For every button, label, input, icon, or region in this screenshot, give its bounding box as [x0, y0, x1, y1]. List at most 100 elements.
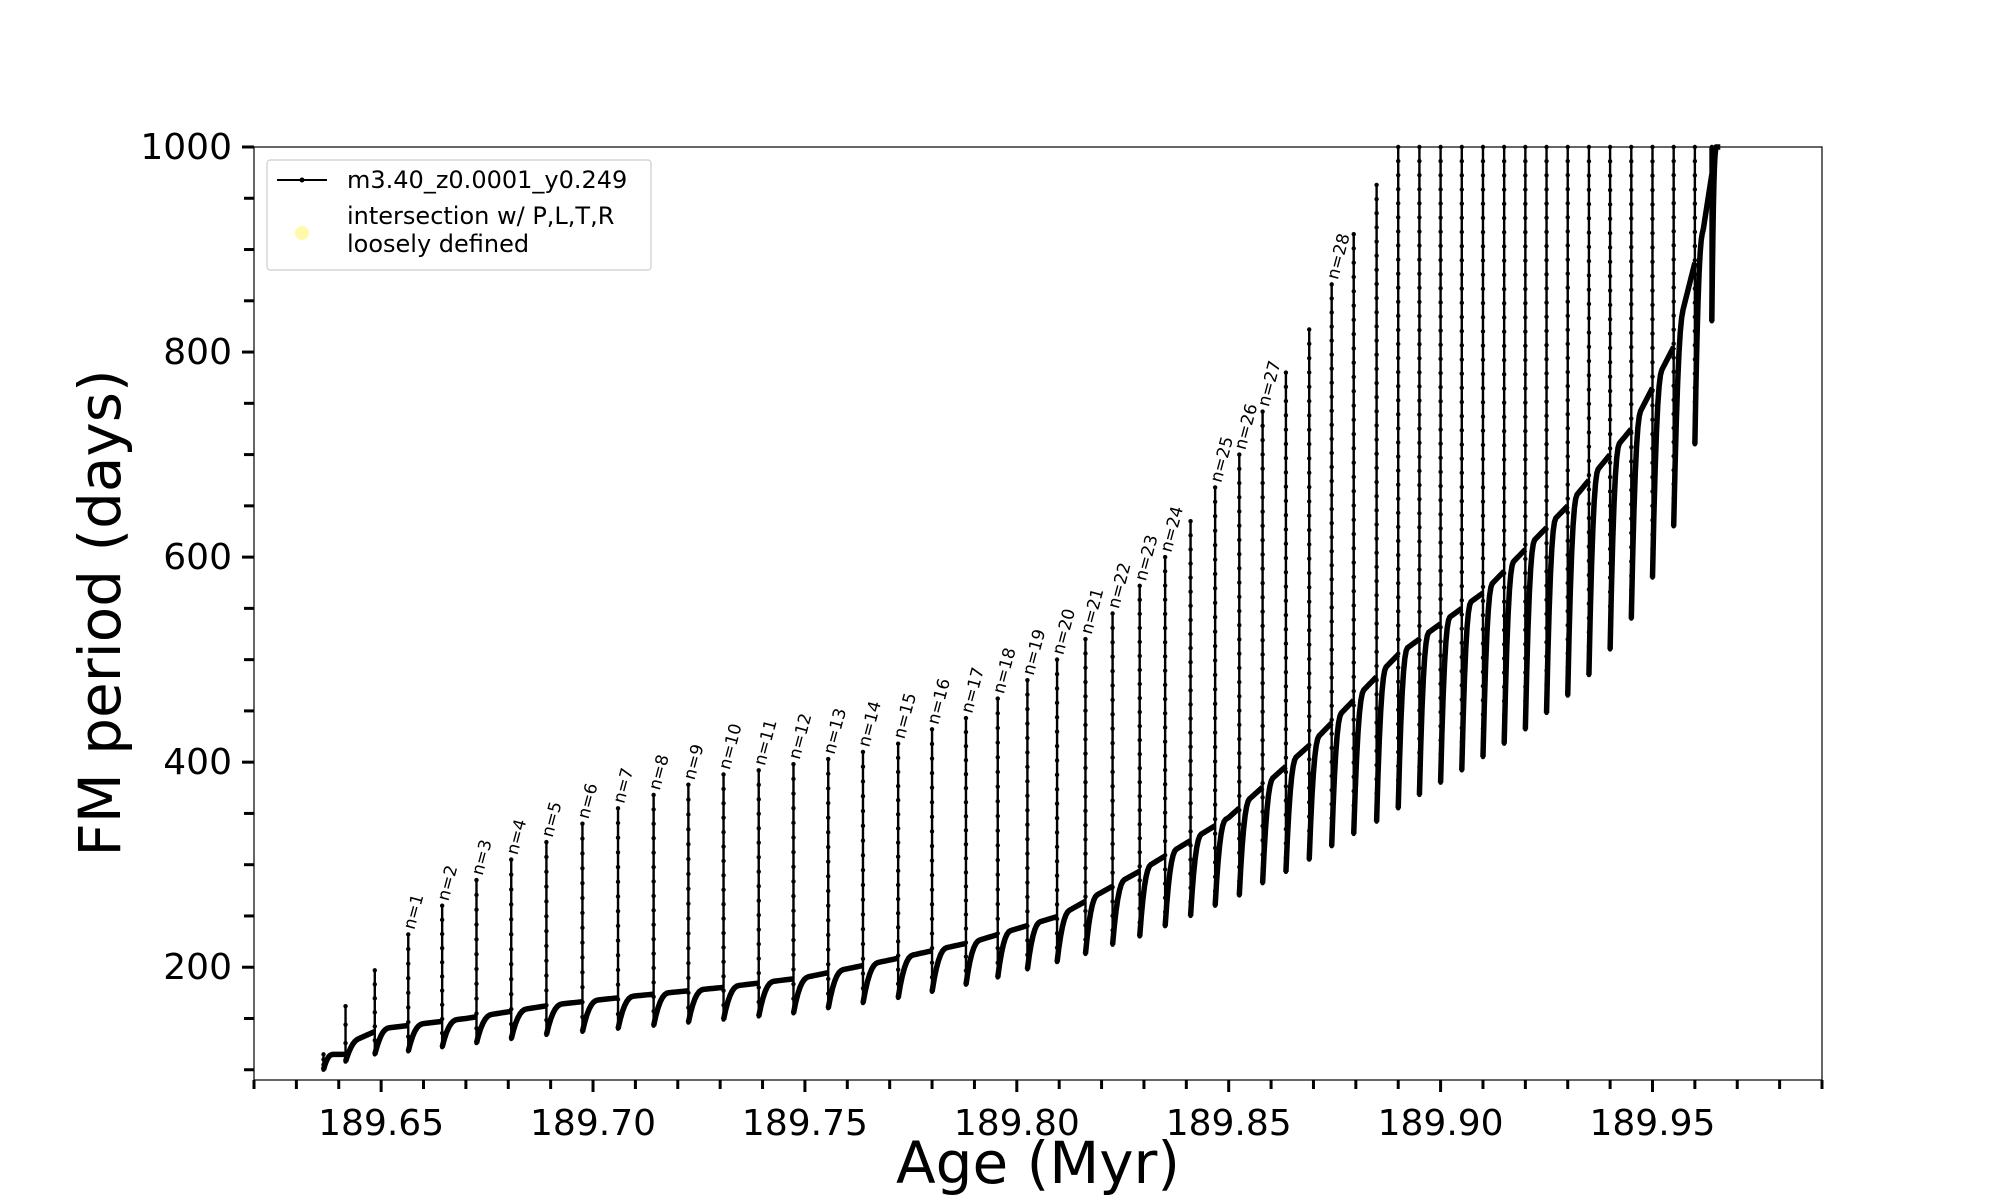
spike-point: [1307, 671, 1311, 675]
spike-point: [1352, 660, 1356, 664]
spike-point: [1481, 258, 1485, 262]
spike-point: [1608, 174, 1612, 178]
spike-point: [1188, 716, 1192, 720]
spike-point: [964, 814, 968, 818]
y-tick-label: 1000: [140, 127, 232, 168]
spike-point: [1188, 519, 1192, 523]
spike-point: [1110, 899, 1114, 903]
spike-point: [996, 770, 1000, 774]
spike-point: [1329, 324, 1333, 328]
spike-point: [1544, 399, 1548, 403]
spike-point: [1284, 499, 1288, 503]
spike-point: [544, 884, 548, 888]
spike-point: [1438, 201, 1442, 205]
spike-point: [1083, 737, 1087, 741]
spike-point: [1213, 615, 1217, 619]
legend-entry-series: m3.40_z0.0001_y0.249: [347, 166, 627, 194]
spike-point: [1693, 159, 1697, 163]
spike-point: [1237, 666, 1241, 670]
spike-point: [1352, 646, 1356, 650]
spike-point: [1138, 598, 1142, 602]
spike-point: [1188, 702, 1192, 706]
spike-point: [1307, 571, 1311, 575]
spike-point: [1417, 356, 1421, 360]
spike-point: [1693, 230, 1697, 234]
spike-point: [616, 880, 620, 884]
spike-point: [1481, 471, 1485, 475]
spike-point: [1138, 682, 1142, 686]
spike-point: [1352, 289, 1356, 293]
spike-point: [1544, 385, 1548, 389]
spike-point: [1284, 741, 1288, 745]
spike-point: [1671, 299, 1675, 303]
spike-point: [1396, 454, 1400, 458]
spike-point: [1329, 605, 1333, 609]
spike-point: [1460, 244, 1464, 248]
spike-point: [1025, 678, 1029, 682]
spike-point: [1481, 372, 1485, 376]
spike-point: [474, 908, 478, 912]
spike-point: [1307, 557, 1311, 561]
spike-point: [1481, 329, 1485, 333]
spike-point: [757, 956, 761, 960]
spike-point: [896, 925, 900, 929]
spike-point: [1502, 500, 1506, 504]
spike-point: [1396, 665, 1400, 669]
spike-point: [1417, 455, 1421, 459]
spike-point: [1481, 216, 1485, 220]
spike-point: [544, 973, 548, 977]
spike-point: [1260, 466, 1264, 470]
spike-point: [1396, 497, 1400, 501]
spike-point: [1163, 597, 1167, 601]
spike-point: [616, 850, 620, 854]
spike-point: [1587, 502, 1591, 506]
spike-point: [1188, 688, 1192, 692]
spike-point: [1587, 188, 1591, 192]
spike-point: [1260, 795, 1264, 799]
spike-point: [1629, 459, 1633, 463]
spike-point: [1352, 618, 1356, 622]
spike-point: [1374, 635, 1378, 639]
spike-point: [1025, 837, 1029, 841]
spike-point: [1188, 857, 1192, 861]
spike-point: [1438, 427, 1442, 431]
x-tick-label: 189.90: [1378, 1103, 1504, 1144]
spike-point: [1025, 808, 1029, 812]
spike-point: [1650, 360, 1654, 364]
spike-point: [964, 912, 968, 916]
spike-point: [964, 856, 968, 860]
spike-point: [861, 838, 865, 842]
spike-point: [1502, 585, 1506, 589]
spike-point: [1213, 788, 1217, 792]
spike-point: [1396, 342, 1400, 346]
spike-point: [1163, 569, 1167, 573]
spike-point: [1329, 352, 1333, 356]
spike-point: [861, 809, 865, 813]
spike-point: [1523, 443, 1527, 447]
spike-point: [1566, 342, 1570, 346]
spike-point: [1544, 513, 1548, 517]
spike-point: [686, 931, 690, 935]
spike-point: [509, 932, 513, 936]
spike-point: [1502, 372, 1506, 376]
spike-point: [1237, 765, 1241, 769]
spike-point: [1608, 288, 1612, 292]
spike-point: [1237, 751, 1241, 755]
spike-point: [1523, 429, 1527, 433]
spike-point: [406, 1020, 410, 1024]
spike-point: [1374, 536, 1378, 540]
spike-point: [1374, 183, 1378, 187]
spike-point: [1587, 402, 1591, 406]
spike-point: [1417, 384, 1421, 388]
spike-point: [1213, 673, 1217, 677]
spike-point: [1587, 416, 1591, 420]
spike-point: [1083, 723, 1087, 727]
spike-point: [757, 898, 761, 902]
spike-point: [1460, 626, 1464, 630]
spike-point: [1460, 456, 1464, 460]
spike-point: [930, 771, 934, 775]
spike-point: [1055, 859, 1059, 863]
spike-point: [1523, 258, 1527, 262]
spike-point: [930, 931, 934, 935]
spike-point: [1650, 159, 1654, 163]
